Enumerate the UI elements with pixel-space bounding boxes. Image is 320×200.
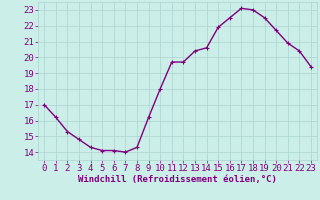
X-axis label: Windchill (Refroidissement éolien,°C): Windchill (Refroidissement éolien,°C) xyxy=(78,175,277,184)
